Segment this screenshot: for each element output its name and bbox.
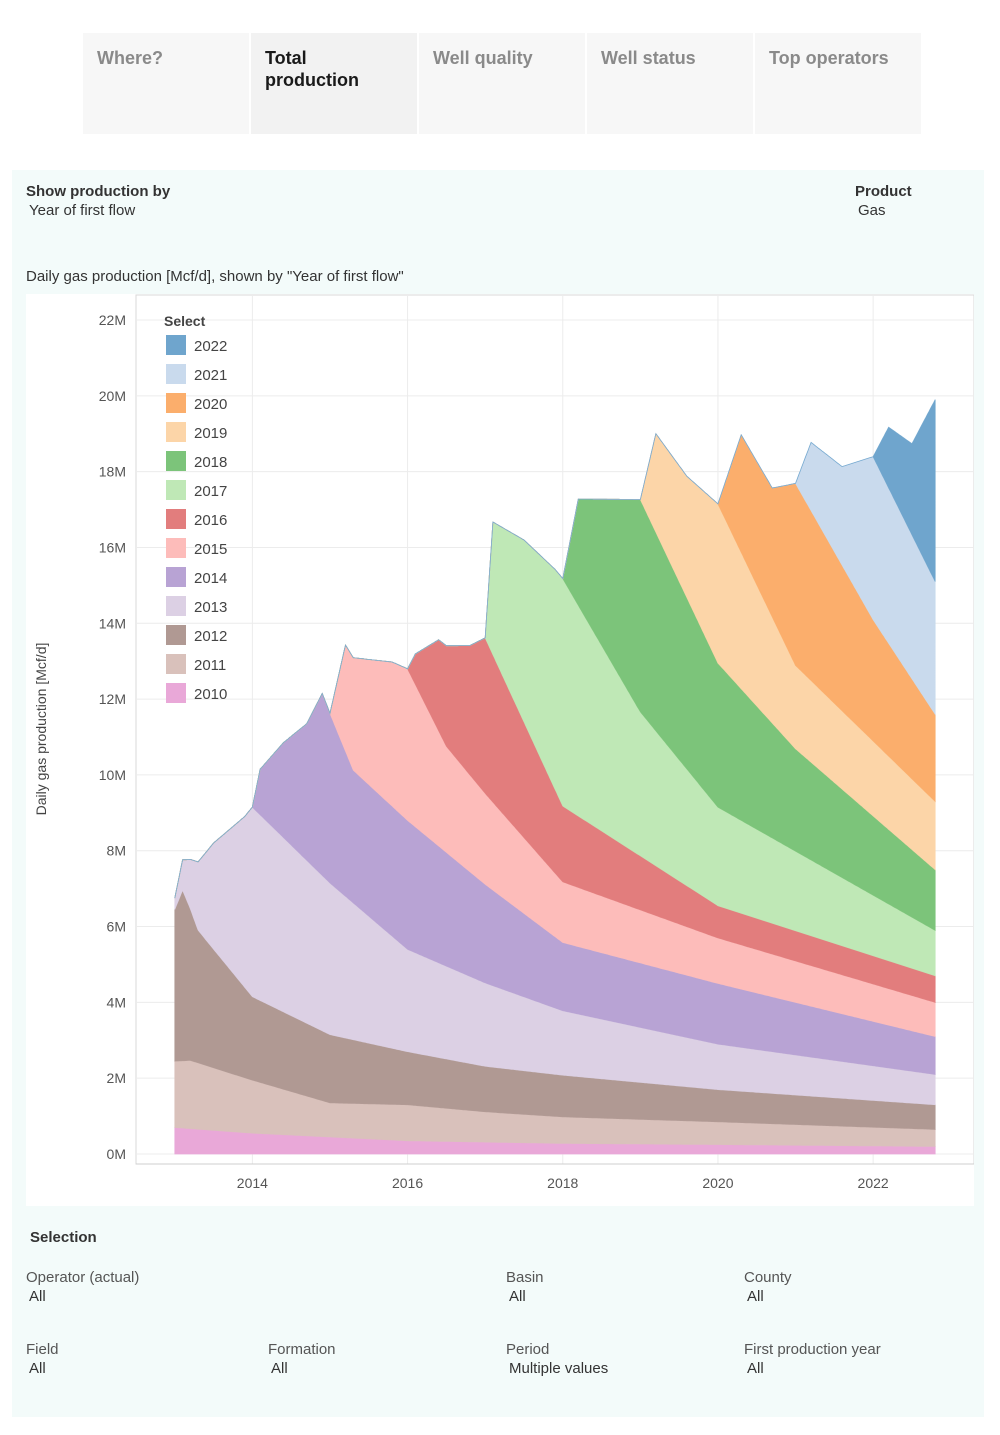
y-tick-label: 0M [107,1146,126,1162]
legend-item-2020[interactable]: 2020 [166,393,227,413]
legend-label: 2022 [194,338,227,355]
legend-label: 2020 [194,396,227,413]
tab-total-production[interactable]: Total production [251,33,419,134]
x-tick-label: 2018 [547,1175,578,1191]
legend-label: 2012 [194,628,227,645]
legend-swatch [166,393,186,413]
tab-top-operators[interactable]: Top operators [755,33,923,134]
stacked-areas [174,399,936,1155]
filter-operator-label: Operator (actual) [26,1269,140,1286]
filter-first-year-value[interactable]: All [747,1360,764,1377]
legend-swatch [166,683,186,703]
legend-label: 2011 [194,657,226,674]
x-tick-label: 2020 [702,1175,733,1191]
legend-item-2015[interactable]: 2015 [166,538,227,558]
legend-item-2016[interactable]: 2016 [166,509,227,529]
legend-label: 2016 [194,512,227,529]
y-tick-label: 8M [107,843,126,859]
filter-basin-label: Basin [506,1269,544,1286]
product-selector[interactable]: Gas [858,202,886,219]
filter-period-value[interactable]: Multiple values [509,1360,609,1377]
legend-item-2019[interactable]: 2019 [166,422,227,442]
chart-heading: Daily gas production [Mcf/d], shown by "… [26,268,404,285]
legend-swatch [166,364,186,384]
legend-swatch [166,335,186,355]
filter-field-label: Field [26,1341,59,1358]
filter-period-label: Period [506,1341,550,1358]
filter-first-year-label: First production year [744,1341,881,1358]
filter-basin-value[interactable]: All [509,1288,526,1305]
legend-label: 2019 [194,425,227,442]
filter-field-value[interactable]: All [29,1360,46,1377]
legend-label: 2010 [194,686,227,703]
legend-item-2017[interactable]: 2017 [166,480,227,500]
y-tick-label: 18M [99,464,126,480]
legend-swatch [166,451,186,471]
legend-item-2022[interactable]: 2022 [166,335,227,355]
tab-well-status[interactable]: Well status [587,33,755,134]
y-tick-label: 6M [107,919,126,935]
x-axis-ticks: 2014 2016 2018 2020 2022 [237,1175,889,1191]
product-label: Product [855,183,912,200]
legend-swatch [166,625,186,645]
legend-label: 2017 [194,483,227,500]
dashboard-tabs: Where? Total production Well quality Wel… [83,33,923,134]
legend-swatch [166,654,186,674]
legend-label: 2015 [194,541,227,558]
legend-label: 2021 [194,367,227,384]
filter-county-value[interactable]: All [747,1288,764,1305]
legend-item-2021[interactable]: 2021 [166,364,227,384]
x-tick-label: 2014 [237,1175,268,1191]
filter-operator-value[interactable]: All [29,1288,46,1305]
legend-swatch [166,422,186,442]
y-axis-label: Daily gas production [Mcf/d] [33,643,49,816]
legend-label: 2014 [194,570,227,587]
show-by-selector[interactable]: Year of first flow [29,202,136,219]
tab-well-quality[interactable]: Well quality [419,33,587,134]
legend-item-2018[interactable]: 2018 [166,451,227,471]
y-tick-label: 4M [107,994,126,1010]
legend-swatch [166,509,186,529]
area-series-2022[interactable] [174,399,936,899]
legend-swatch [166,480,186,500]
selection-title: Selection [30,1229,97,1246]
legend-title: Select [164,313,206,329]
tab-where[interactable]: Where? [83,33,251,134]
production-chart: 0M 2M 4M 6M 8M 10M 12M 14M 16M 18M 20M 22M 2014 2016… [26,294,974,1206]
legend-swatch [166,567,186,587]
legend: Select 2022 2021 2020 2019 2018 2017 2016 2015 2… [164,313,227,703]
y-tick-label: 16M [99,539,126,555]
legend-item-2010[interactable]: 2010 [166,683,227,703]
legend-label: 2013 [194,599,227,616]
show-by-label: Show production by [26,183,171,200]
y-tick-label: 12M [99,691,126,707]
y-tick-label: 20M [99,388,126,404]
filter-formation-value[interactable]: All [271,1360,288,1377]
legend-swatch [166,596,186,616]
y-axis-ticks: 0M 2M 4M 6M 8M 10M 12M 14M 16M 18M 20M 22M [99,312,126,1162]
legend-item-2011[interactable]: 2011 [166,654,226,674]
legend-swatch [166,538,186,558]
legend-item-2014[interactable]: 2014 [166,567,227,587]
y-tick-label: 22M [99,312,126,328]
x-tick-label: 2022 [858,1175,889,1191]
legend-label: 2018 [194,454,227,471]
y-tick-label: 14M [99,615,126,631]
x-tick-label: 2016 [392,1175,423,1191]
legend-item-2013[interactable]: 2013 [166,596,227,616]
legend-item-2012[interactable]: 2012 [166,625,227,645]
y-tick-label: 2M [107,1070,126,1086]
y-tick-label: 10M [99,767,126,783]
filter-county-label: County [744,1269,792,1286]
filter-formation-label: Formation [268,1341,336,1358]
